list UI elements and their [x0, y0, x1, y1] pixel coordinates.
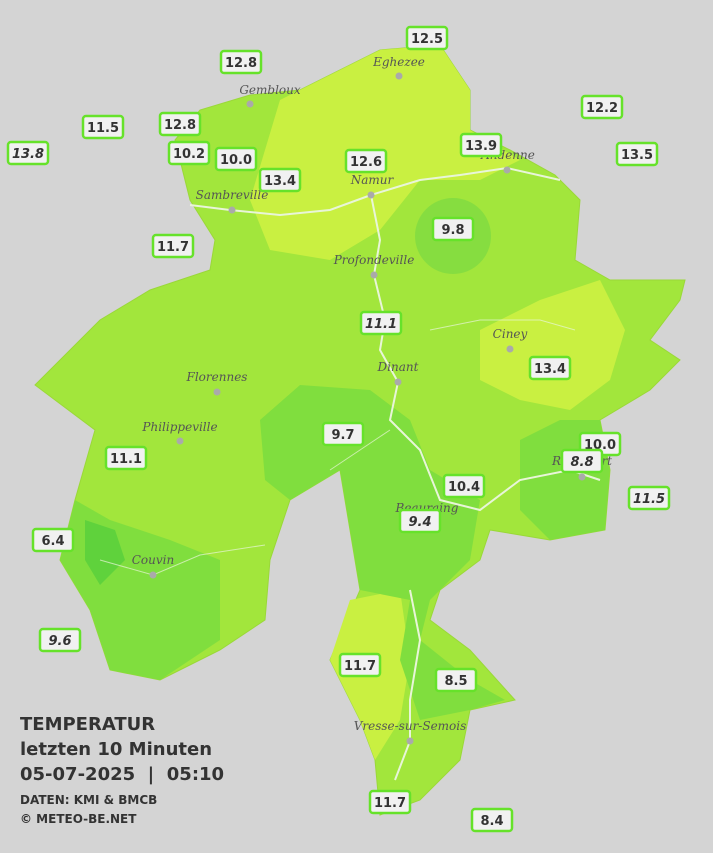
station-value: 13.9 — [465, 139, 497, 154]
station-value: 6.4 — [41, 534, 64, 549]
stations: 12.5 12.8 11.5 12.8 13.8 10.2 10.0 13.4 12.6 13.9… — [6, 25, 671, 833]
city-name: Florennes — [186, 370, 248, 384]
station-box — [627, 485, 671, 511]
city-dot — [176, 437, 184, 445]
city-name: Gembloux — [239, 83, 301, 97]
city-dot — [394, 378, 402, 386]
city-dot — [395, 72, 403, 80]
station-box — [219, 49, 263, 75]
station-box — [431, 216, 475, 242]
station-value: 11.5 — [87, 121, 119, 136]
city-name: Dinant — [377, 360, 419, 374]
legend-period: letzten 10 Minuten — [20, 739, 212, 760]
station-value: 12.8 — [164, 118, 196, 133]
station-box — [615, 141, 659, 167]
cool-zone — [260, 385, 505, 720]
city-name: Namur — [350, 173, 395, 187]
station-box — [434, 667, 478, 693]
station-value: 10.0 — [220, 153, 252, 168]
city-name: Profondeville — [333, 253, 415, 267]
city-dot — [506, 345, 514, 353]
station-box — [167, 140, 211, 166]
station-value: 12.5 — [411, 32, 443, 47]
station-box — [405, 25, 449, 51]
station-value: 9.4 — [408, 515, 431, 530]
city-name: Eghezee — [372, 55, 425, 69]
station-box — [258, 167, 302, 193]
station-box — [442, 473, 486, 499]
station-box — [338, 652, 382, 678]
city-dot — [149, 571, 157, 579]
city-name: Sambreville — [196, 188, 269, 202]
city-name: Couvin — [132, 553, 174, 567]
station-value: 11.7 — [344, 659, 376, 674]
city-name: Vresse-sur-Semois — [354, 719, 467, 733]
legend-title: TEMPERATUR — [20, 714, 155, 735]
station-value: 8.5 — [444, 674, 467, 689]
city-name: Ciney — [493, 327, 528, 341]
station-value: 11.7 — [157, 240, 189, 255]
station-box — [104, 445, 148, 471]
station-box — [6, 140, 50, 166]
station-box — [81, 114, 125, 140]
city-dot — [367, 191, 375, 199]
city-dot — [213, 388, 221, 396]
station-value: 8.4 — [480, 814, 503, 829]
station-value: 12.2 — [586, 101, 618, 116]
station-value: 11.5 — [633, 492, 665, 507]
city-dot — [406, 737, 414, 745]
station-box — [528, 355, 572, 381]
city-dot — [246, 100, 254, 108]
station-box — [459, 132, 503, 158]
station-value: 13.4 — [264, 174, 296, 189]
station-value: 9.7 — [331, 428, 354, 443]
warm-zone — [480, 280, 625, 410]
station-value: 10.2 — [173, 147, 205, 162]
city-dot — [503, 166, 511, 174]
station-value: 9.6 — [48, 634, 71, 649]
station-box — [560, 448, 604, 474]
station-value: 11.7 — [374, 796, 406, 811]
city-dot — [578, 473, 586, 481]
legend-datetime: 05-07-2025 | 05:10 — [20, 764, 224, 785]
station-value: 11.1 — [365, 317, 397, 332]
station-box — [151, 233, 195, 259]
station-box — [321, 421, 365, 447]
station-box — [31, 527, 75, 553]
station-box — [470, 807, 514, 833]
station-value: 13.4 — [534, 362, 566, 377]
station-value: 10.4 — [448, 480, 480, 495]
station-value: 12.6 — [350, 155, 382, 170]
station-value: 12.8 — [225, 56, 257, 71]
station-value: 8.8 — [570, 455, 593, 470]
station-box — [158, 111, 202, 137]
station-box — [344, 148, 388, 174]
legend-source: DATEN: KMI & BMCB — [20, 793, 157, 807]
station-box — [359, 310, 403, 336]
city-dot — [370, 271, 378, 279]
station-box — [214, 146, 258, 172]
station-value: 13.5 — [621, 148, 653, 163]
station-box — [38, 627, 82, 653]
city-dot — [228, 206, 236, 214]
station-value: 13.8 — [12, 147, 44, 162]
city-name: Philippeville — [141, 420, 217, 434]
station-box — [580, 94, 624, 120]
station-box — [368, 789, 412, 815]
station-value: 9.8 — [441, 223, 464, 238]
station-box — [398, 508, 442, 534]
border-line — [99, 319, 576, 576]
cold-zone — [85, 520, 125, 585]
station-value: 11.1 — [110, 452, 142, 467]
legend-copyright: © METEO-BE.NET — [20, 812, 137, 826]
